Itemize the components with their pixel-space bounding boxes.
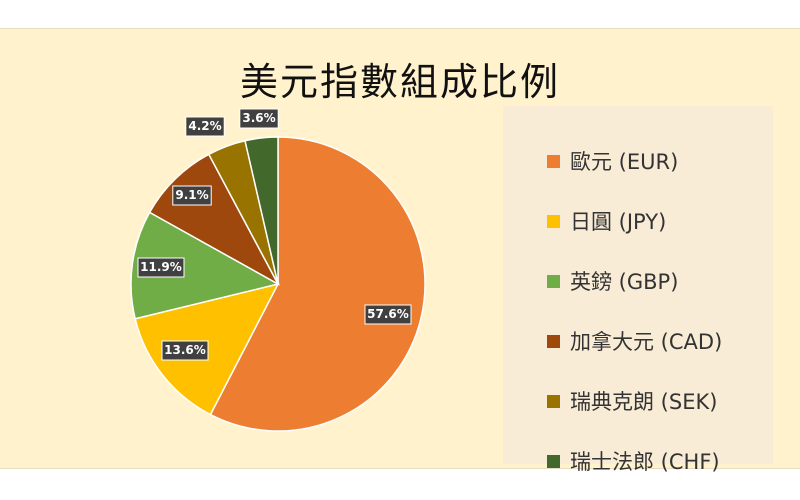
legend-swatch bbox=[547, 154, 560, 168]
legend-swatch bbox=[547, 274, 560, 288]
data-label: 13.6% bbox=[161, 340, 209, 361]
legend-label: 瑞士法郎 (CHF) bbox=[570, 450, 720, 474]
legend-label: 英鎊 (GBP) bbox=[570, 270, 679, 294]
chart-card: 美元指數組成比例 57.6% 13.6% 11.9% 9.1% 4.2% 3.6% 歐元 … bbox=[0, 28, 800, 474]
legend-label: 日圓 (JPY) bbox=[570, 210, 667, 234]
legend-item: 日圓 (JPY) bbox=[547, 206, 666, 236]
pie-slice bbox=[130, 211, 281, 320]
data-label-box bbox=[172, 185, 212, 206]
pie-chart: 57.6% 13.6% 11.9% 9.1% 4.2% 3.6% bbox=[130, 108, 426, 432]
data-label-text: 9.1% bbox=[175, 188, 208, 202]
legend-item: 瑞士法郎 (CHF) bbox=[547, 446, 720, 476]
data-label: 57.6% bbox=[364, 304, 412, 325]
data-label-text: 57.6% bbox=[367, 307, 409, 321]
legend-label: 加拿大元 (CAD) bbox=[570, 330, 723, 354]
legend-swatch bbox=[547, 394, 560, 408]
data-label-box bbox=[161, 340, 209, 361]
pie-slice bbox=[209, 136, 426, 432]
chart-title: 美元指數組成比例 bbox=[239, 60, 560, 104]
data-label-box bbox=[239, 108, 279, 129]
data-label-box bbox=[185, 116, 225, 137]
data-label-text: 13.6% bbox=[164, 343, 206, 357]
data-label-box bbox=[137, 257, 185, 278]
legend-item: 英鎊 (GBP) bbox=[547, 266, 678, 296]
legend-swatch bbox=[547, 214, 560, 228]
legend-label: 歐元 (EUR) bbox=[570, 150, 679, 174]
legend-swatch bbox=[547, 334, 560, 348]
data-label-text: 3.6% bbox=[242, 111, 275, 125]
data-label-text: 4.2% bbox=[188, 119, 221, 133]
data-label: 11.9% bbox=[137, 257, 185, 278]
legend-label: 瑞典克朗 (SEK) bbox=[570, 390, 718, 414]
data-label: 9.1% bbox=[172, 185, 212, 206]
legend-item: 瑞典克朗 (SEK) bbox=[547, 386, 717, 416]
data-label: 4.2% bbox=[185, 116, 225, 137]
data-label-text: 11.9% bbox=[140, 260, 182, 274]
data-label: 3.6% bbox=[239, 108, 279, 129]
data-label-box bbox=[364, 304, 412, 325]
legend-swatch bbox=[547, 454, 560, 468]
legend-item: 歐元 (EUR) bbox=[547, 146, 678, 176]
pie-slice bbox=[244, 136, 279, 285]
legend-item: 加拿大元 (CAD) bbox=[547, 326, 722, 356]
legend: 歐元 (EUR) 日圓 (JPY) 英鎊 (GBP) 加拿大元 (CAD) 瑞典克朗 (… bbox=[503, 106, 773, 474]
